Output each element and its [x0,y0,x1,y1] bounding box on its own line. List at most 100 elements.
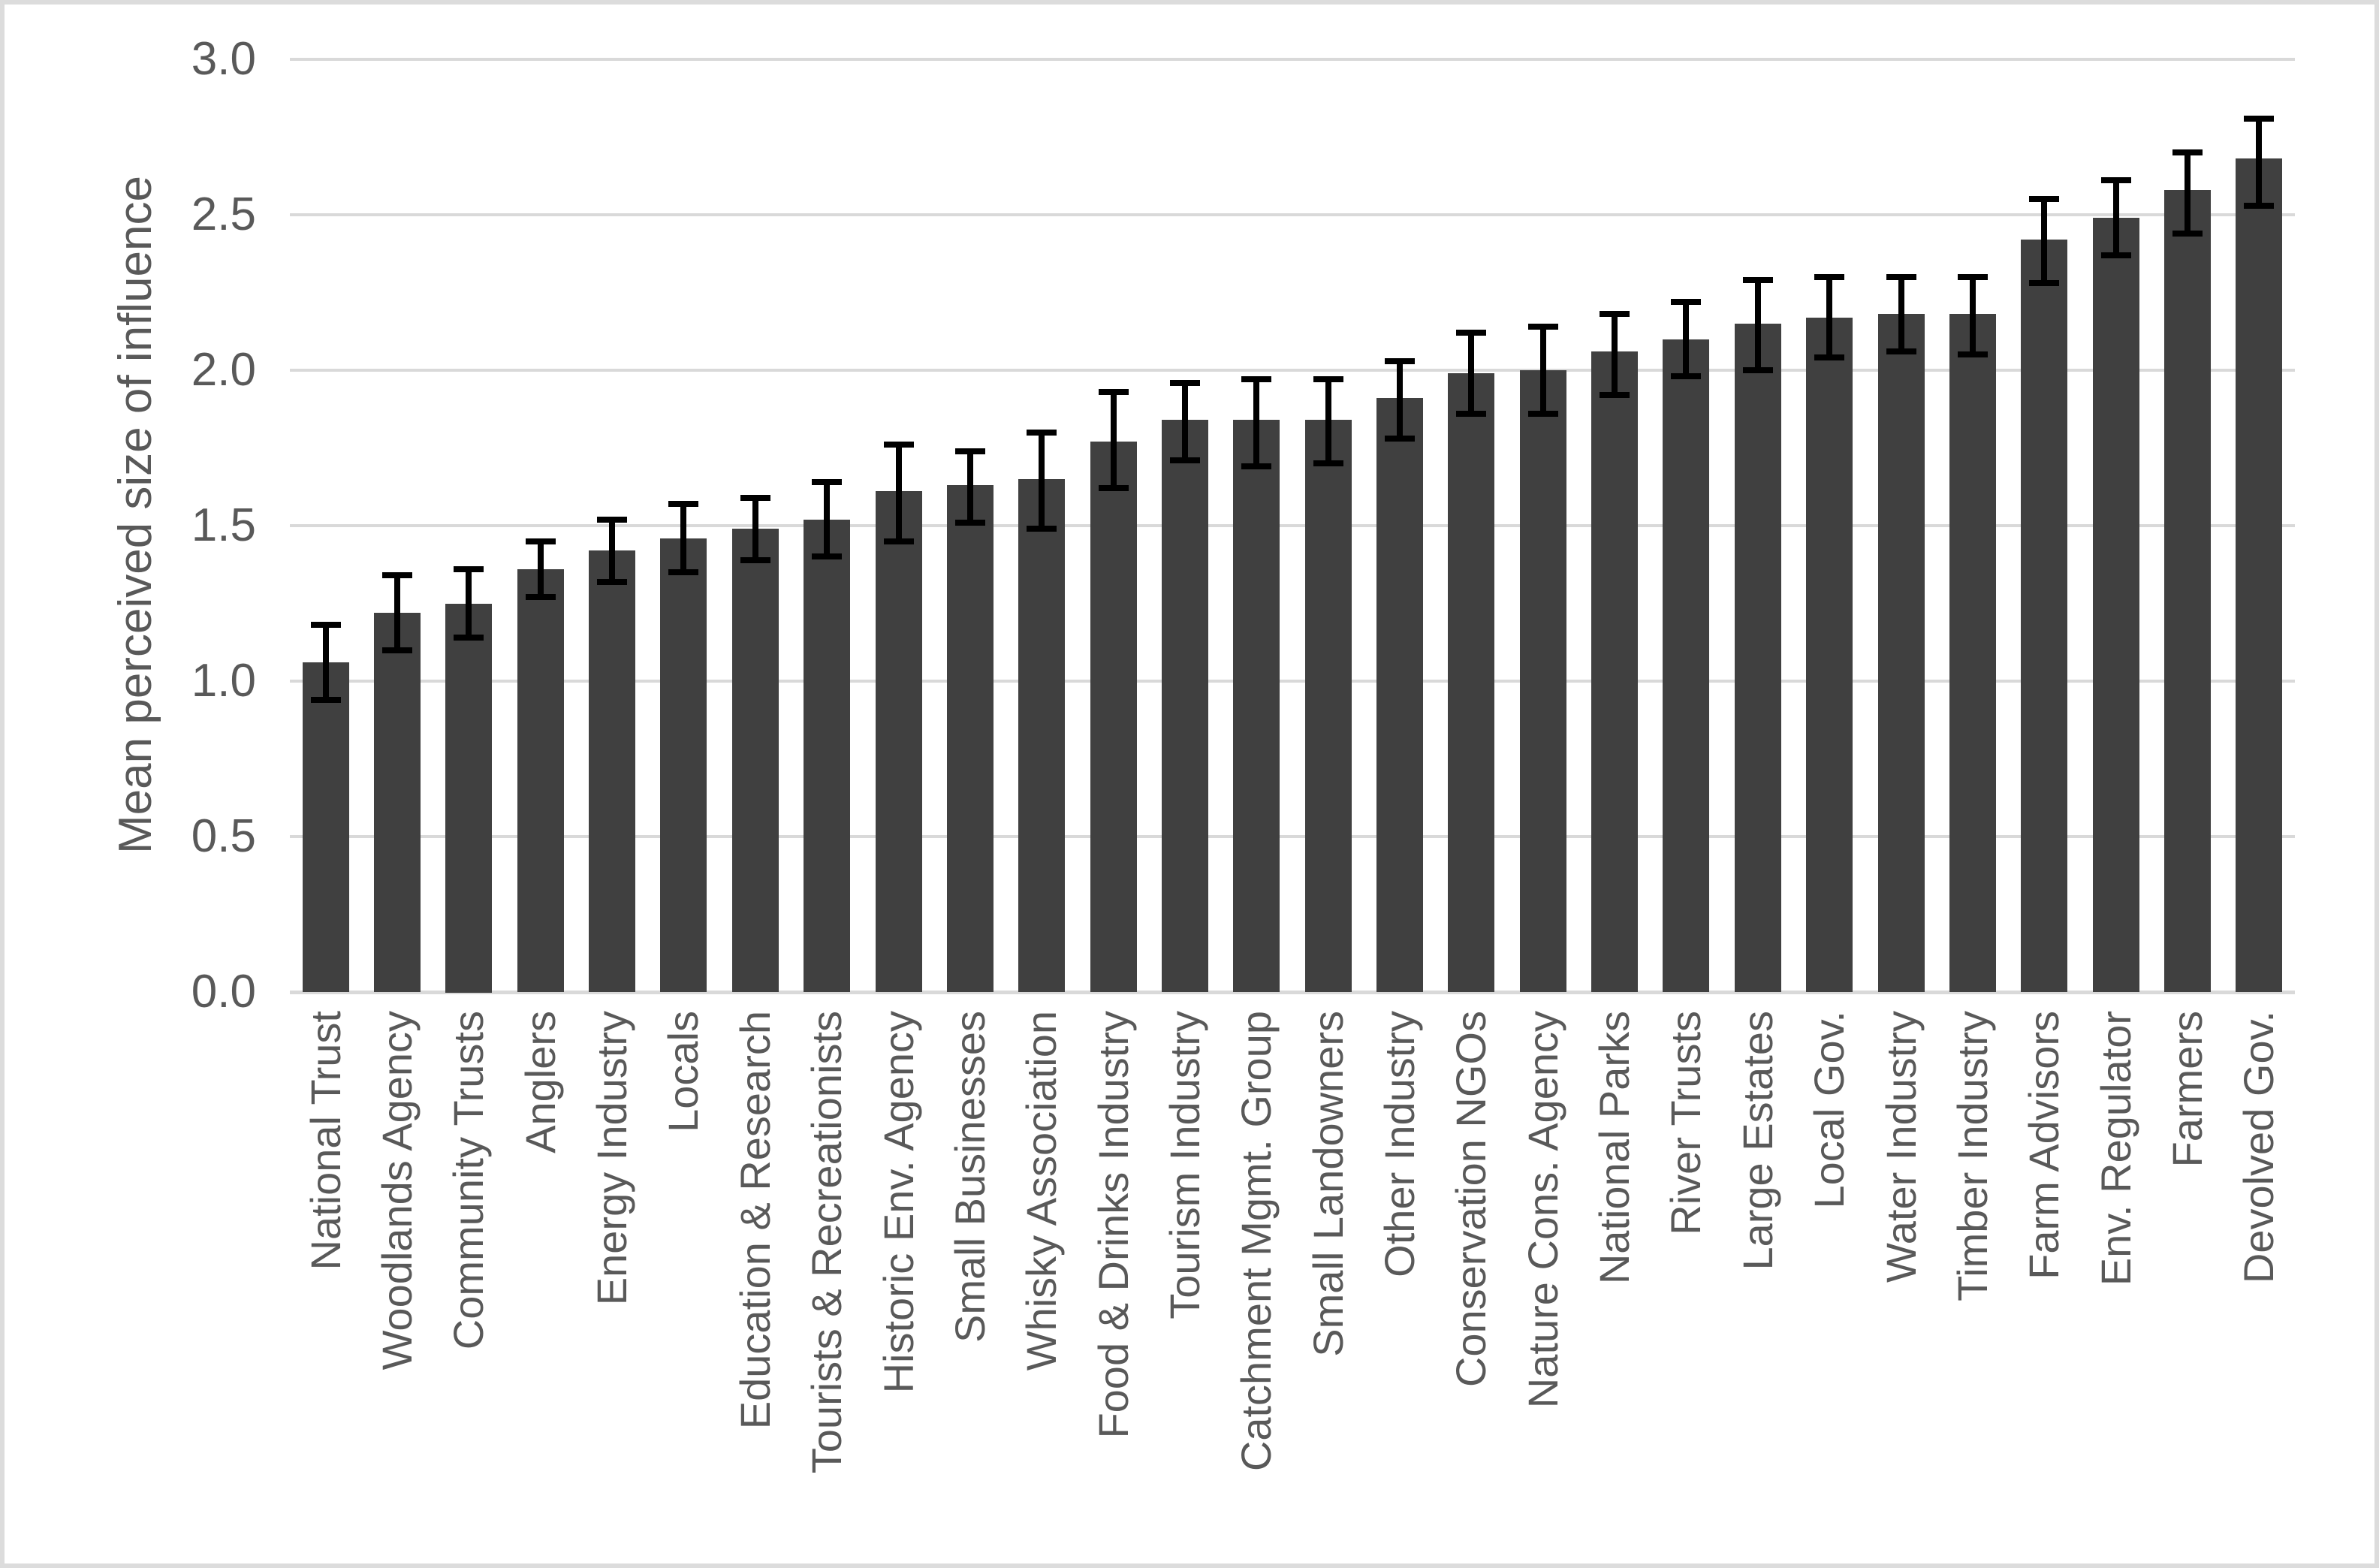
error-bar-cap-top [526,538,556,544]
x-category-label: Catchment Mgmt. Group [1232,1011,1280,1472]
error-bar-line [824,482,830,556]
bar [1162,420,1208,992]
x-category-label: Woodlands Agency [373,1011,421,1370]
error-bar-line [609,520,615,582]
y-gridline [290,369,2295,372]
x-category-label: Tourists & Recreationists [803,1011,850,1474]
x-category-label: Conservation NGOs [1447,1011,1494,1388]
x-category-label: Community Trusts [445,1011,492,1350]
error-bar-cap-top [1170,380,1200,386]
error-bar-cap-bottom [2244,203,2274,209]
error-bar-cap-bottom [526,594,556,600]
error-bar-cap-bottom [1027,526,1057,532]
bar [1305,420,1352,992]
error-bar-cap-bottom [2101,252,2131,258]
error-bar-cap-bottom [812,553,842,559]
x-category-label: Small Landowners [1304,1011,1352,1357]
x-category-label: Farm Advisors [2020,1011,2067,1280]
y-tick-label: 2.0 [191,344,256,396]
error-bar-line [896,445,902,541]
x-category-label: Locals [659,1011,707,1132]
error-bar-cap-top [1528,324,1558,330]
x-category-label: Devolved Gov. [2235,1011,2282,1284]
error-bar-line [1826,277,1832,358]
bar [2236,158,2282,992]
bar [804,520,850,992]
error-bar-line [2113,180,2119,255]
error-bar-cap-bottom [1313,460,1343,466]
error-bar-cap-bottom [1600,392,1630,398]
x-category-label: National Parks [1591,1011,1638,1285]
bar [1018,479,1065,992]
error-bar-cap-top [1027,430,1057,436]
error-bar-line [2041,199,2047,283]
error-bar-line [1540,327,1546,414]
x-category-label: Timber Industry [1949,1011,1996,1301]
error-bar-line [1039,433,1045,529]
error-bar-cap-bottom [1743,367,1773,373]
error-bar-cap-top [1958,274,1988,280]
error-bar-cap-bottom [1456,411,1486,417]
y-tick-label: 2.5 [191,188,256,240]
error-bar-line [323,625,329,699]
error-bar-cap-bottom [884,538,914,544]
error-bar-cap-bottom [2029,280,2059,286]
error-bar-line [1253,379,1259,466]
error-bar-line [538,541,544,598]
error-bar-cap-top [311,622,341,628]
error-bar-cap-bottom [1958,351,1988,357]
error-bar-line [1612,314,1618,395]
x-category-label: Anglers [517,1011,564,1153]
error-bar-cap-bottom [311,697,341,703]
error-bar-cap-bottom [454,635,484,641]
error-bar-cap-top [1814,274,1844,280]
x-category-label: Large Estates [1734,1011,1781,1271]
x-category-label: Food & Drinks Industry [1090,1011,1137,1439]
error-bar-cap-top [740,495,770,501]
error-bar-cap-top [597,517,627,523]
error-bar-cap-bottom [1886,348,1916,354]
y-tick-label: 1.0 [191,655,256,707]
x-category-label: Other Industry [1376,1011,1423,1277]
bar [303,662,349,992]
bar [1090,442,1137,992]
error-bar-line [752,498,758,560]
x-category-label: Whisky Association [1018,1011,1065,1371]
bar [374,613,421,992]
error-bar-cap-bottom [1528,411,1558,417]
error-bar-line [1898,277,1904,351]
error-bar-cap-top [1313,376,1343,382]
error-bar-cap-bottom [382,647,412,653]
error-bar-line [394,575,400,650]
error-bar-cap-top [1385,358,1415,364]
error-bar-cap-bottom [2172,231,2203,237]
error-bar-cap-top [382,572,412,578]
bar [445,604,492,993]
x-category-label: Small Businesses [946,1011,994,1343]
error-bar-cap-top [2101,177,2131,183]
error-bar-cap-top [1456,330,1486,336]
x-category-label: Env. Regulator [2092,1011,2139,1286]
error-bar-cap-bottom [1385,436,1415,442]
y-gridline [290,213,2295,216]
error-bar-cap-bottom [1671,373,1701,379]
error-bar-cap-bottom [1099,485,1129,491]
error-bar-cap-bottom [1241,463,1271,469]
error-bar-line [1970,277,1976,355]
error-bar-line [466,569,472,638]
bar [1376,398,1423,992]
bar [1663,339,1709,992]
error-bar-line [1468,333,1474,414]
error-bar-cap-bottom [740,557,770,563]
error-bar-cap-top [1099,389,1129,395]
y-gridline [290,58,2295,61]
bar [589,550,635,992]
error-bar-cap-bottom [1170,457,1200,463]
bar [1949,314,1996,992]
error-bar-cap-top [2029,196,2059,202]
error-bar-cap-top [1600,311,1630,317]
bar [1735,324,1781,992]
bar [1878,314,1925,992]
x-category-label: River Trusts [1662,1011,1709,1235]
